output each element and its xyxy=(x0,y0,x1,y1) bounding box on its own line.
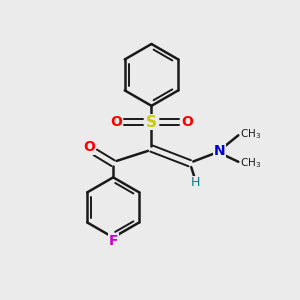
Text: H: H xyxy=(191,176,200,190)
Text: O: O xyxy=(83,140,95,154)
Text: F: F xyxy=(108,234,118,248)
Text: S: S xyxy=(146,115,157,130)
Text: CH$_3$: CH$_3$ xyxy=(240,156,261,170)
Text: N: N xyxy=(213,145,225,158)
Text: O: O xyxy=(110,115,122,129)
Text: O: O xyxy=(181,115,193,129)
Text: CH$_3$: CH$_3$ xyxy=(240,127,261,141)
